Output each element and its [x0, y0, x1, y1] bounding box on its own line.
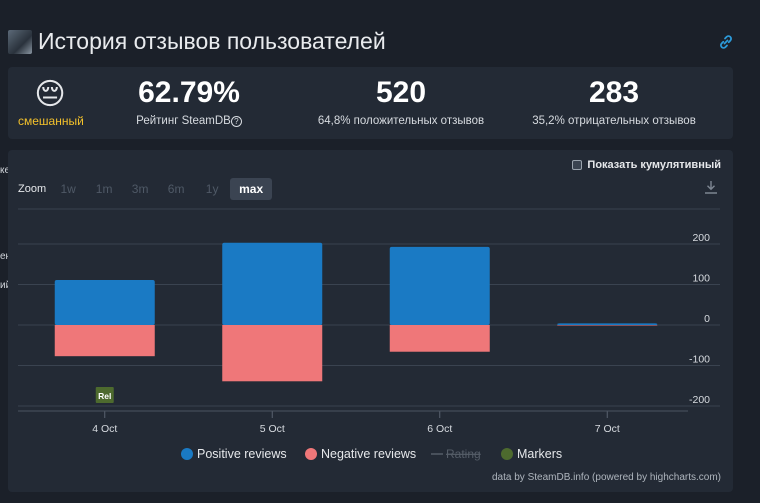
download-icon[interactable] — [703, 179, 719, 195]
positive-bar — [54, 280, 155, 325]
cumulative-label: Показать кумулятивный — [587, 159, 721, 171]
release-marker — [95, 387, 114, 403]
page-title: История отзывов пользователей — [38, 28, 386, 54]
link-icon[interactable] — [718, 34, 734, 50]
negative-bar — [54, 325, 155, 357]
negative-stat: 283 35,2% отрицательных отзывов — [524, 76, 704, 128]
negative-value: 283 — [588, 76, 640, 109]
review-chart: 200 100 0 -100 -200 4 Oct 5 Oct 6 Oct 7 Oct Rel Po… — [18, 208, 720, 461]
y-tick-label: 200 — [692, 232, 710, 244]
side-fragment-3: ий — [0, 280, 12, 291]
zoom-label: Zoom — [18, 183, 47, 195]
y-tick-label: 100 — [692, 273, 710, 285]
mood-label: смешанный — [18, 114, 84, 128]
zoom-3m-button[interactable]: 3m — [131, 182, 149, 196]
legend-rating-label: Rating — [446, 447, 481, 461]
negative-bar — [222, 325, 323, 382]
chart-credit: data by SteamDB.info (powered by highcha… — [492, 472, 721, 483]
negative-label: 35,2% отрицательных отзывов — [532, 115, 696, 127]
x-tick-label: 5 Oct — [260, 423, 285, 435]
positive-bar — [222, 242, 323, 325]
positive-label: 64,8% положительных отзывов — [317, 115, 485, 127]
chart-panel: Показать кумулятивный Zoom 1w 1m 3m 6m 1… — [8, 150, 733, 492]
rating-stat: 62.79% Рейтинг SteamDB? — [124, 77, 254, 127]
zoom-controls: Zoom 1w 1m 3m 6m 1y max — [18, 178, 273, 200]
x-tick-label: 7 Oct — [595, 423, 620, 435]
mixed-face-icon: 😔 — [34, 78, 66, 111]
legend-label: Positive reviews — [197, 447, 287, 461]
legend-label: Negative reviews — [321, 447, 416, 461]
rating-label: Рейтинг SteamDB — [136, 115, 231, 127]
positive-stat: 520 64,8% положительных отзывов — [311, 76, 491, 128]
legend-swatch — [181, 448, 193, 460]
y-tick-label: 0 — [704, 313, 710, 325]
negative-bar — [389, 325, 490, 352]
cumulative-toggle[interactable]: Показать кумулятивный — [572, 159, 721, 171]
legend-label: Markers — [517, 447, 562, 461]
zoom-6m-button[interactable]: 6m — [167, 182, 185, 196]
summary-panel: 😔 смешанный 62.79% Рейтинг SteamDB? 520 … — [8, 67, 733, 139]
cumulative-checkbox[interactable] — [572, 160, 583, 170]
positive-value: 520 — [375, 76, 427, 109]
legend-swatch — [305, 448, 317, 460]
positive-bar — [557, 323, 658, 325]
y-tick-label: -200 — [689, 394, 710, 406]
negative-bar — [557, 325, 658, 326]
x-tick-label: 4 Oct — [92, 423, 117, 435]
side-fragment-1: ке — [0, 165, 11, 176]
mood-block: 😔 смешанный — [18, 78, 84, 129]
legend-swatch — [501, 448, 513, 460]
zoom-1y-button[interactable]: 1y — [205, 182, 219, 196]
x-tick-label: 6 Oct — [427, 423, 452, 435]
release-marker-label: Rel — [98, 391, 111, 401]
game-icon[interactable] — [8, 29, 32, 54]
rating-value: 62.79% — [138, 76, 240, 109]
help-icon[interactable]: ? — [230, 116, 242, 127]
y-tick-label: -100 — [689, 354, 710, 366]
positive-bar — [389, 246, 490, 325]
page-header: История отзывов пользователей — [8, 28, 386, 55]
zoom-1m-button[interactable]: 1m — [95, 182, 113, 196]
zoom-1w-button[interactable]: 1w — [60, 182, 76, 196]
zoom-max-button[interactable]: max — [230, 178, 273, 200]
